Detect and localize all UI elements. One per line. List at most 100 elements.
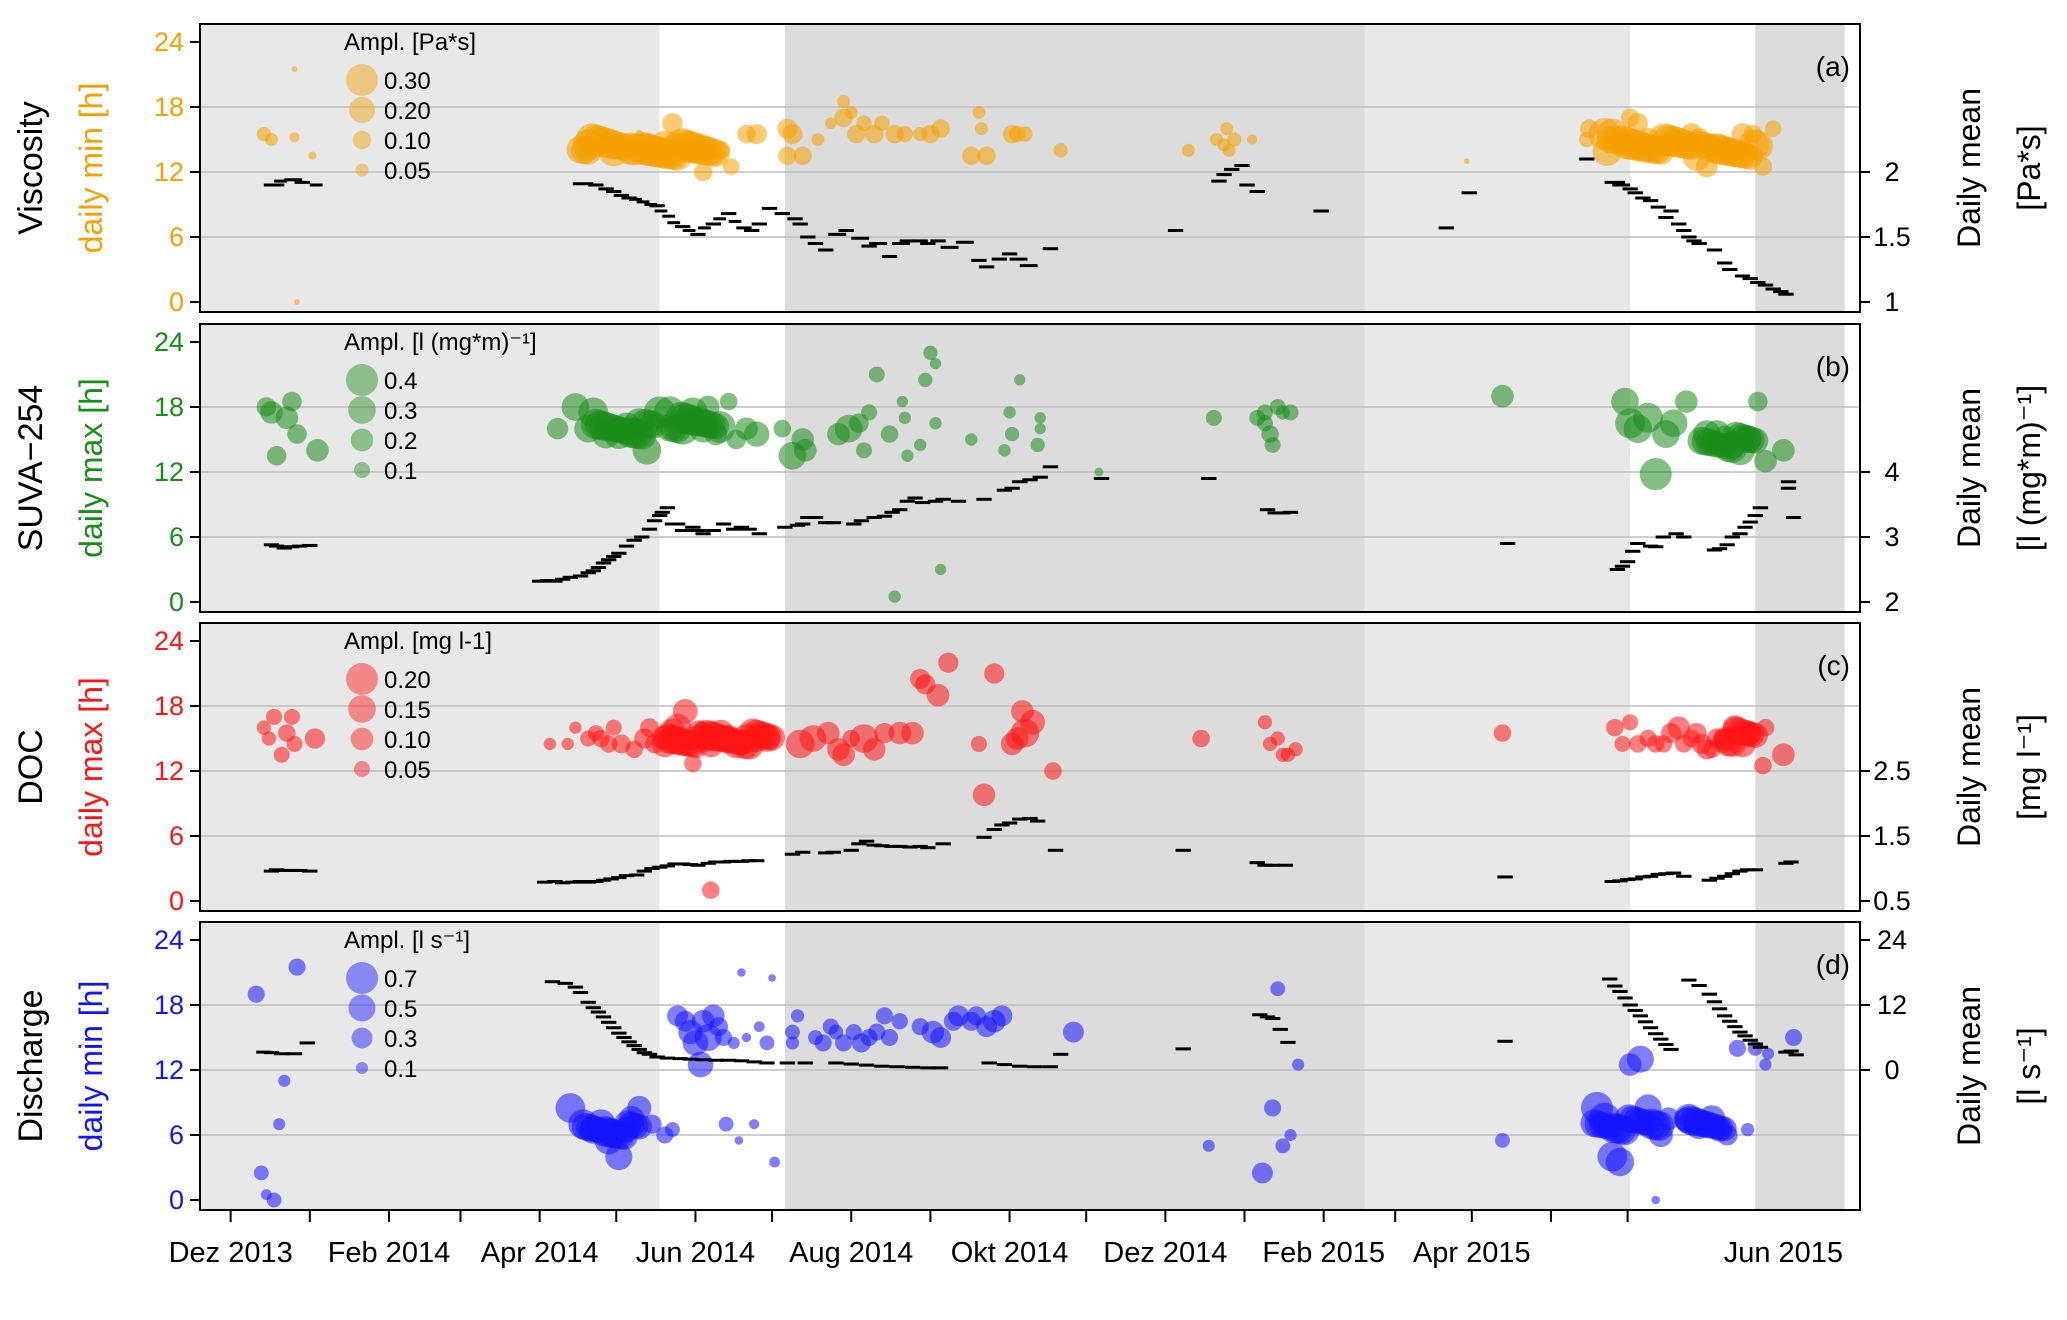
data-bubble <box>546 417 569 440</box>
right-tick-label: 24 <box>1877 925 1907 955</box>
season-shade-0 <box>200 324 660 612</box>
right-tick-label: 0 <box>1884 1055 1899 1085</box>
season-shade-1 <box>659 922 785 1210</box>
data-bubble <box>702 881 720 899</box>
data-bubble <box>1034 423 1046 435</box>
x-tick-label: Jun 2014 <box>636 1237 755 1269</box>
data-bubble <box>264 132 279 147</box>
data-bubble <box>824 117 837 130</box>
data-bubble <box>597 134 630 167</box>
data-bubble <box>934 563 947 576</box>
season-shade-3 <box>1364 623 1631 911</box>
data-bubble <box>635 129 644 139</box>
season-shade-2 <box>784 623 1365 911</box>
data-bubble <box>1053 143 1068 158</box>
mean-layer <box>256 977 1804 1070</box>
data-bubble <box>1721 139 1744 162</box>
data-bubble <box>273 1118 286 1131</box>
data-bubble <box>1264 1099 1282 1117</box>
data-bubble <box>1020 709 1045 735</box>
x-tick-label: Apr 2015 <box>1413 1237 1531 1269</box>
data-bubble <box>1620 108 1640 128</box>
legend-label: 0.20 <box>384 667 431 694</box>
right-tick-label: 12 <box>1877 990 1907 1020</box>
data-bubble <box>605 719 622 736</box>
x-tick-label: Dez 2013 <box>169 1237 293 1269</box>
data-bubble <box>256 720 272 735</box>
legend-marker <box>355 163 369 177</box>
data-bubble <box>1754 449 1777 473</box>
data-bubble <box>991 1005 1013 1027</box>
data-bubble <box>888 590 901 603</box>
data-bubble <box>1772 439 1795 462</box>
left-axis-label: daily max [h] <box>73 378 109 558</box>
data-bubble <box>734 1136 744 1145</box>
data-bubble <box>861 404 878 421</box>
legend-marker <box>355 1061 369 1075</box>
data-bubble <box>918 372 933 388</box>
panel-frame <box>199 323 1861 613</box>
data-bubble <box>844 105 858 119</box>
data-bubble <box>1270 731 1285 746</box>
data-bubble <box>1463 158 1470 165</box>
data-bubble <box>282 391 302 412</box>
data-bubble <box>868 1023 886 1041</box>
panel-d: 0 6 12 18 24 0 12 24 Discharge daily min [h] Daily… <box>12 921 2047 1215</box>
panel-label: (a) <box>1816 51 1850 82</box>
data-bubble <box>687 1051 714 1078</box>
right-tick-label: 1.5 <box>1873 222 1911 252</box>
legend-label: 0.4 <box>384 368 417 395</box>
data-bubble <box>1292 1058 1305 1071</box>
data-bubble <box>862 738 886 761</box>
data-bubble <box>1062 1021 1084 1043</box>
legend-title: Ampl. [Pa*s] <box>344 29 476 56</box>
right-tick-label: 2.5 <box>1873 756 1911 786</box>
data-bubble <box>1257 715 1273 730</box>
data-bubble <box>1785 1028 1803 1047</box>
data-bubble <box>1738 721 1762 745</box>
legend-label: 0.10 <box>384 727 431 754</box>
data-bubble <box>261 731 277 746</box>
legend: Ampl. [mg l-1] 0.20 0.15 0.10 0.05 <box>344 628 492 784</box>
data-bubble <box>289 132 300 143</box>
right-tick-label: 1.5 <box>1873 821 1911 851</box>
data-bubble <box>782 123 803 145</box>
season-shade-0 <box>200 922 660 1210</box>
data-bubble <box>569 721 582 734</box>
data-bubble <box>984 663 1005 684</box>
data-bubble <box>1754 756 1772 775</box>
data-bubble <box>266 1192 282 1208</box>
left-tick-label: 12 <box>154 756 184 786</box>
data-bubble <box>1728 1039 1746 1057</box>
data-bubble <box>753 725 781 752</box>
data-bubble <box>1202 1139 1215 1152</box>
data-bubble <box>1605 1147 1635 1177</box>
data-bubble <box>1716 1124 1738 1146</box>
legend-label: 0.2 <box>384 428 417 455</box>
left-tick-label: 0 <box>169 287 184 317</box>
data-bubble <box>247 985 265 1003</box>
legend-title: Ampl. [mg l-1] <box>344 628 492 655</box>
data-bubble <box>288 958 306 976</box>
legend-marker <box>346 364 378 396</box>
x-tick-label: Aug 2014 <box>789 1237 913 1269</box>
right-axis-unit: [mg l⁻¹] <box>2011 714 2047 820</box>
season-shade-1 <box>659 623 785 911</box>
data-bubble <box>744 421 770 447</box>
left-tick-label: 12 <box>154 1055 184 1085</box>
data-bubble <box>835 1034 853 1052</box>
data-bubble <box>1651 1195 1660 1205</box>
right-tick-label: 2 <box>1884 157 1899 187</box>
data-bubble <box>880 1028 899 1047</box>
data-bubble <box>1753 157 1773 176</box>
left-tick-label: 6 <box>169 821 184 851</box>
left-tick-label: 12 <box>154 457 184 487</box>
data-bubble <box>1181 143 1195 157</box>
data-bubble <box>874 115 890 131</box>
left-tick-label: 24 <box>154 27 184 57</box>
data-bubble <box>998 444 1011 457</box>
data-bubble <box>1495 1133 1510 1148</box>
data-bubble <box>1205 409 1222 426</box>
data-bubble <box>1772 743 1795 767</box>
data-bubble <box>970 735 987 752</box>
